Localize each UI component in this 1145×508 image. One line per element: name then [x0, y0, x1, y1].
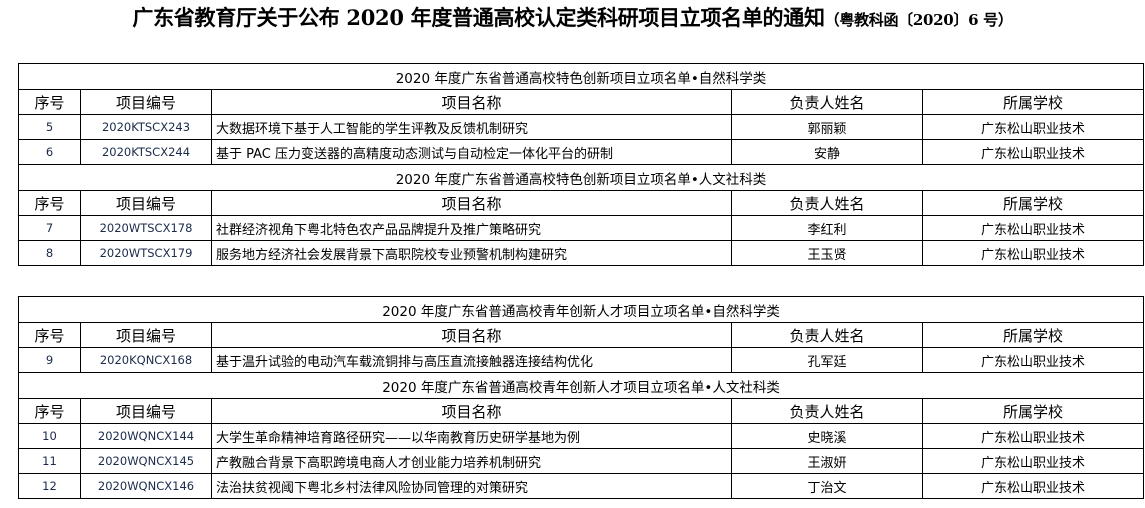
school-cell: 广东松山职业技术: [921, 139, 1145, 165]
column-header: 负责人姓名: [731, 398, 923, 424]
leader-cell: 王淑妍: [731, 448, 923, 474]
column-header: 所属学校: [921, 89, 1145, 115]
column-header: 项目编号: [80, 190, 212, 216]
column-header: 序号: [18, 89, 81, 115]
project-name-cell: 基于温升试验的电动汽车载流铜排与高压直流接触器连接结构优化: [211, 347, 732, 373]
table-row: 10 2020WQNCX144 大学生革命精神培育路径研究——以华南教育历史研学基地…: [18, 423, 1145, 449]
column-header: 序号: [18, 398, 81, 424]
leader-cell: 郭丽颖: [731, 114, 923, 140]
section-caption: 2020 年度广东省普通高校青年创新人才项目立项名单•人文社科类: [17, 372, 1145, 399]
column-header: 负责人姓名: [731, 322, 923, 348]
title-document-number: （粤教科函〔2020〕6 号）: [824, 11, 1013, 29]
school-cell: 广东松山职业技术: [921, 240, 1145, 266]
column-header: 项目编号: [80, 322, 212, 348]
table-row: 7 2020WTSCX178 社群经济视角下粤北特色农产品品牌提升及推广策略研究 李红…: [18, 215, 1145, 241]
page-title: 广东省教育厅关于公布 2020 年度普通高校认定类科研项目立项名单的通知（粤教科…: [0, 2, 1145, 32]
school-cell: 广东松山职业技术: [921, 114, 1145, 140]
header-row: 序号 项目编号 项目名称 负责人姓名 所属学校: [18, 398, 1145, 424]
school-cell: 广东松山职业技术: [921, 473, 1145, 499]
column-header: 项目名称: [211, 398, 732, 424]
table-row: 12 2020WQNCX146 法治扶贫视阈下粤北乡村法律风险协同管理的对策研究 丁治…: [18, 473, 1145, 499]
school-cell: 广东松山职业技术: [921, 448, 1145, 474]
seq-cell: 5: [18, 114, 81, 140]
section-caption: 2020 年度广东省普通高校青年创新人才项目立项名单•自然科学类: [17, 296, 1145, 323]
school-cell: 广东松山职业技术: [921, 423, 1145, 449]
project-code-cell: 2020KQNCX168: [80, 347, 212, 373]
project-code-cell: 2020WQNCX146: [80, 473, 212, 499]
leader-cell: 史晓溪: [731, 423, 923, 449]
seq-cell: 9: [18, 347, 81, 373]
column-header: 负责人姓名: [731, 89, 923, 115]
column-header: 项目编号: [80, 89, 212, 115]
column-header: 项目名称: [211, 322, 732, 348]
column-header: 序号: [18, 190, 81, 216]
column-header: 项目名称: [211, 190, 732, 216]
column-header: 项目名称: [211, 89, 732, 115]
leader-cell: 安静: [731, 139, 923, 165]
school-cell: 广东松山职业技术: [921, 215, 1145, 241]
table-row: 5 2020KTSCX243 大数据环境下基于人工智能的学生评教及反馈机制研究 郭丽颖…: [18, 114, 1145, 140]
project-code-cell: 2020WTSCX178: [80, 215, 212, 241]
leader-cell: 孔军廷: [731, 347, 923, 373]
project-table-special-innovation: 2020 年度广东省普通高校特色创新项目立项名单•自然科学类 序号 项目编号 项目名称…: [17, 63, 1145, 266]
column-header: 项目编号: [80, 398, 212, 424]
header-row: 序号 项目编号 项目名称 负责人姓名 所属学校: [18, 89, 1145, 115]
title-main: 广东省教育厅关于公布 2020 年度普通高校认定类科研项目立项名单的通知: [132, 5, 825, 30]
school-cell: 广东松山职业技术: [921, 347, 1145, 373]
column-header: 序号: [18, 322, 81, 348]
project-table-young-talent: 2020 年度广东省普通高校青年创新人才项目立项名单•自然科学类 序号 项目编号 项目…: [17, 296, 1145, 499]
project-name-cell: 法治扶贫视阈下粤北乡村法律风险协同管理的对策研究: [211, 473, 732, 499]
project-name-cell: 服务地方经济社会发展背景下高职院校专业预警机制构建研究: [211, 240, 732, 266]
leader-cell: 王玉贤: [731, 240, 923, 266]
seq-cell: 12: [18, 473, 81, 499]
section-caption: 2020 年度广东省普通高校特色创新项目立项名单•人文社科类: [17, 164, 1145, 191]
column-header: 所属学校: [921, 190, 1145, 216]
header-row: 序号 项目编号 项目名称 负责人姓名 所属学校: [18, 190, 1145, 216]
project-name-cell: 大数据环境下基于人工智能的学生评教及反馈机制研究: [211, 114, 732, 140]
column-header: 所属学校: [921, 322, 1145, 348]
project-name-cell: 基于 PAC 压力变送器的高精度动态测试与自动检定一体化平台的研制: [211, 139, 732, 165]
column-header: 负责人姓名: [731, 190, 923, 216]
leader-cell: 李红利: [731, 215, 923, 241]
table-row: 6 2020KTSCX244 基于 PAC 压力变送器的高精度动态测试与自动检定一体…: [18, 139, 1145, 165]
project-code-cell: 2020WQNCX144: [80, 423, 212, 449]
column-header: 所属学校: [921, 398, 1145, 424]
project-name-cell: 产教融合背景下高职跨境电商人才创业能力培养机制研究: [211, 448, 732, 474]
leader-cell: 丁治文: [731, 473, 923, 499]
project-code-cell: 2020WQNCX145: [80, 448, 212, 474]
table-row: 9 2020KQNCX168 基于温升试验的电动汽车载流铜排与高压直流接触器连接结构…: [18, 347, 1145, 373]
seq-cell: 10: [18, 423, 81, 449]
project-name-cell: 大学生革命精神培育路径研究——以华南教育历史研学基地为例: [211, 423, 732, 449]
project-name-cell: 社群经济视角下粤北特色农产品品牌提升及推广策略研究: [211, 215, 732, 241]
header-row: 序号 项目编号 项目名称 负责人姓名 所属学校: [18, 322, 1145, 348]
project-code-cell: 2020KTSCX243: [80, 114, 212, 140]
section-caption: 2020 年度广东省普通高校特色创新项目立项名单•自然科学类: [17, 63, 1145, 90]
table-row: 11 2020WQNCX145 产教融合背景下高职跨境电商人才创业能力培养机制研究王…: [18, 448, 1145, 474]
project-code-cell: 2020KTSCX244: [80, 139, 212, 165]
table-row: 8 2020WTSCX179 服务地方经济社会发展背景下高职院校专业预警机制构建研究…: [18, 240, 1145, 266]
seq-cell: 6: [18, 139, 81, 165]
seq-cell: 8: [18, 240, 81, 266]
project-code-cell: 2020WTSCX179: [80, 240, 212, 266]
seq-cell: 11: [18, 448, 81, 474]
seq-cell: 7: [18, 215, 81, 241]
